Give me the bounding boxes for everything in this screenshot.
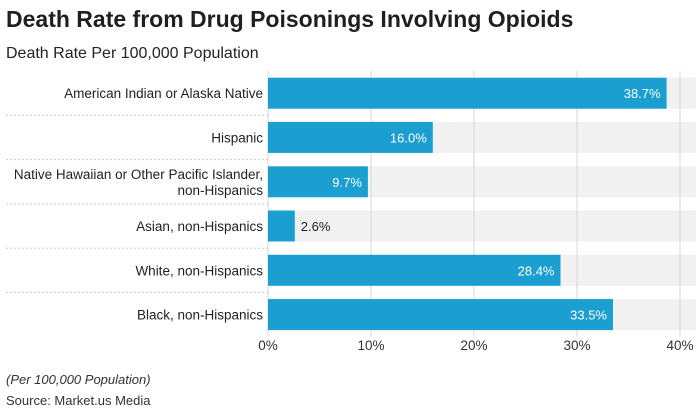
x-tick-label: 30% xyxy=(563,338,590,353)
x-tick-label: 10% xyxy=(357,338,384,353)
data-label: 38.7% xyxy=(624,86,661,101)
data-label: 2.6% xyxy=(301,219,331,234)
category-label: non-Hispanics xyxy=(177,183,263,198)
category-label: White, non-Hispanics xyxy=(135,263,263,278)
category-label: American Indian or Alaska Native xyxy=(64,86,263,101)
x-tick-label: 0% xyxy=(258,338,278,353)
data-label: 28.4% xyxy=(518,263,555,278)
bar xyxy=(268,121,433,153)
bar-track xyxy=(268,210,696,242)
bar xyxy=(268,254,561,286)
chart-title: Death Rate from Drug Poisonings Involvin… xyxy=(6,6,574,32)
bar xyxy=(268,77,667,109)
category-label: Hispanic xyxy=(211,130,263,145)
data-label: 16.0% xyxy=(390,130,427,145)
x-tick-label: 40% xyxy=(666,338,693,353)
bar xyxy=(268,166,368,198)
bar xyxy=(268,299,613,331)
category-label: Black, non-Hispanics xyxy=(137,308,263,323)
category-label: Native Hawaiian or Other Pacific Islande… xyxy=(14,167,263,182)
footnote: (Per 100,000 Population) xyxy=(6,372,151,387)
x-tick-label: 20% xyxy=(460,338,487,353)
data-label: 33.5% xyxy=(570,308,607,323)
data-label: 9.7% xyxy=(332,175,362,190)
bar-chart: American Indian or Alaska Native 38.7% His… xyxy=(6,71,696,353)
category-label: Asian, non-Hispanics xyxy=(136,219,263,234)
chart-subtitle: Death Rate Per 100,000 Population xyxy=(6,45,259,62)
bar xyxy=(268,210,295,242)
source-note: Source: Market.us Media xyxy=(6,393,151,408)
